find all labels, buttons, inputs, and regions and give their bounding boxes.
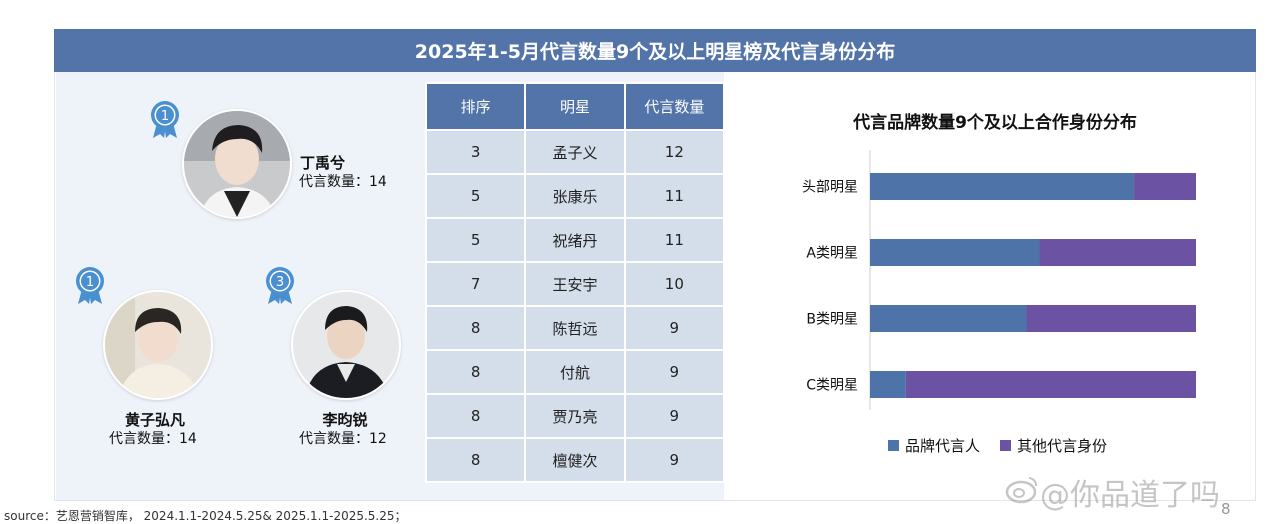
category-label: B类明星	[806, 312, 858, 328]
watermark: @你品道了吗	[1040, 478, 1220, 513]
table-cell: 祝绪丹	[524, 217, 626, 263]
bar-segment	[1039, 239, 1196, 266]
table-cell: 5	[424, 173, 527, 219]
celebrity-name: 丁禹兮	[300, 154, 346, 172]
table-cell: 12	[623, 129, 726, 175]
svg-text:3: 3	[276, 275, 284, 290]
svg-text:1: 1	[161, 109, 169, 124]
legend-swatch	[1000, 440, 1011, 451]
table-cell: 贾乃亮	[524, 393, 626, 439]
table-cell: 付航	[524, 349, 626, 395]
svg-text:1: 1	[86, 275, 94, 290]
table-cell: 9	[623, 393, 726, 439]
table-row: 8 陈哲远 9	[424, 305, 726, 351]
celebrity-count: 代言数量：12	[299, 431, 387, 447]
legend-label: 其他代言身份	[1017, 437, 1107, 455]
avatar	[291, 290, 401, 400]
category-label: A类明星	[806, 246, 858, 262]
medal-icon: 1	[73, 265, 107, 305]
bar-segment	[1134, 173, 1196, 200]
page-title: 2025年1-5月代言数量9个及以上明星榜及代言身份分布	[54, 29, 1256, 72]
legend-label: 品牌代言人	[905, 437, 980, 455]
table-cell: 9	[623, 437, 726, 483]
bar-segment	[870, 305, 1027, 332]
table-row: 8 付航 9	[424, 349, 726, 395]
table-cell: 8	[424, 305, 527, 351]
table-cell: 3	[424, 129, 527, 175]
bar-segment	[870, 173, 1135, 200]
table-cell: 11	[623, 173, 726, 219]
table-cell: 陈哲远	[524, 305, 626, 351]
table-row: 7 王安宇 10	[424, 261, 726, 307]
bar-segment	[905, 371, 1196, 398]
table-cell: 9	[623, 305, 726, 351]
celebrity-name: 黄子弘凡	[124, 411, 185, 429]
chart-title: 代言品牌数量9个及以上合作身份分布	[853, 113, 1137, 133]
table-cell: 7	[424, 261, 527, 307]
avatar	[182, 109, 292, 219]
bar-segment	[870, 239, 1040, 266]
table-cell: 8	[424, 349, 527, 395]
category-label: C类明星	[806, 378, 858, 394]
table-cell: 檀健次	[524, 437, 626, 483]
table-header-row: 排序 明星 代言数量	[424, 82, 726, 131]
table-cell: 8	[424, 393, 527, 439]
page-number: 8	[1221, 500, 1231, 518]
table-row: 8 贾乃亮 9	[424, 393, 726, 439]
table-cell: 11	[623, 217, 726, 263]
medal-icon: 1	[148, 99, 182, 139]
table-row: 8 檀健次 9	[424, 437, 726, 483]
column-header: 排序	[424, 82, 527, 131]
ranking-table: 排序 明星 代言数量 3 孟子义 12 5 张康乐 11 5 祝绪丹 11 7 王安宇 10 8…	[424, 82, 726, 483]
legend-swatch	[888, 440, 899, 451]
category-label: 头部明星	[802, 180, 858, 196]
avatar	[103, 290, 213, 400]
column-header: 明星	[524, 82, 626, 131]
table-cell: 孟子义	[524, 129, 626, 175]
source-note: source：艺恩营销智库， 2024.1.1-2024.5.25& 2025.…	[4, 509, 407, 523]
bar-segment	[870, 371, 906, 398]
medal-icon: 3	[263, 265, 297, 305]
celebrity-count: 代言数量：14	[109, 431, 197, 447]
table-row: 5 祝绪丹 11	[424, 217, 726, 263]
bar-segment	[1026, 305, 1196, 332]
table-cell: 王安宇	[524, 261, 626, 307]
table-cell: 10	[623, 261, 726, 307]
table-row: 3 孟子义 12	[424, 129, 726, 175]
celebrity-name: 李昀锐	[322, 411, 368, 429]
weibo-icon	[1005, 477, 1037, 504]
table-cell: 8	[424, 437, 527, 483]
celebrity-count: 代言数量：14	[299, 174, 387, 190]
column-header: 代言数量	[623, 82, 726, 131]
table-cell: 9	[623, 349, 726, 395]
table-cell: 5	[424, 217, 527, 263]
table-row: 5 张康乐 11	[424, 173, 726, 219]
table-cell: 张康乐	[524, 173, 626, 219]
